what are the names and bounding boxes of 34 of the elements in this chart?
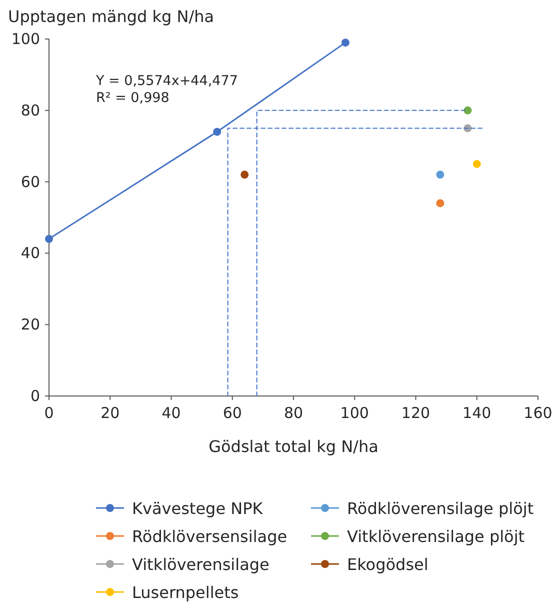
x-tick-label: 0: [44, 404, 54, 422]
point: [45, 234, 53, 243]
x-tick-label: 120: [401, 404, 430, 422]
annotation: Y = 0,5574x+44,477: [95, 73, 238, 89]
legend-label: Rödklöverensilage plöjt: [347, 499, 534, 518]
y-tick-label: 40: [20, 244, 40, 262]
x-tick-label: 40: [162, 404, 181, 422]
x-axis-title: Gödslat total kg N/ha: [208, 437, 378, 456]
legend-label: Ekogödsel: [347, 555, 428, 574]
legend-label: Vitklöverensilage plöjt: [347, 527, 525, 546]
point: [472, 160, 481, 168]
y-tick-label: 100: [11, 30, 40, 48]
legend-label: Vitklöverensilage: [132, 555, 270, 574]
x-tick-label: 140: [462, 404, 492, 422]
point: [436, 170, 444, 179]
x-tick-label: 60: [222, 404, 242, 422]
x-tick-label: 80: [284, 404, 304, 422]
y-tick-label: 20: [20, 316, 40, 334]
point: [213, 128, 222, 136]
x-tick-label: 100: [340, 404, 369, 422]
point: [436, 199, 444, 208]
point: [464, 106, 472, 114]
x-tick-label: 20: [100, 404, 120, 422]
x-tick-label: 160: [524, 404, 552, 422]
point: [341, 38, 350, 47]
point: [240, 170, 249, 179]
y-tick-label: 80: [20, 101, 40, 120]
legend-label: Rödklöversensilage: [132, 527, 288, 546]
y-tick-label: 60: [20, 172, 40, 191]
y-axis-title: Upptagen mängd kg N/ha: [8, 7, 214, 26]
legend-label: Kvävestege NPK: [132, 499, 264, 518]
annotation: R² = 0,998: [96, 90, 170, 106]
legend-label: Lusernpellets: [132, 583, 239, 602]
y-tick-label: 0: [30, 387, 40, 405]
